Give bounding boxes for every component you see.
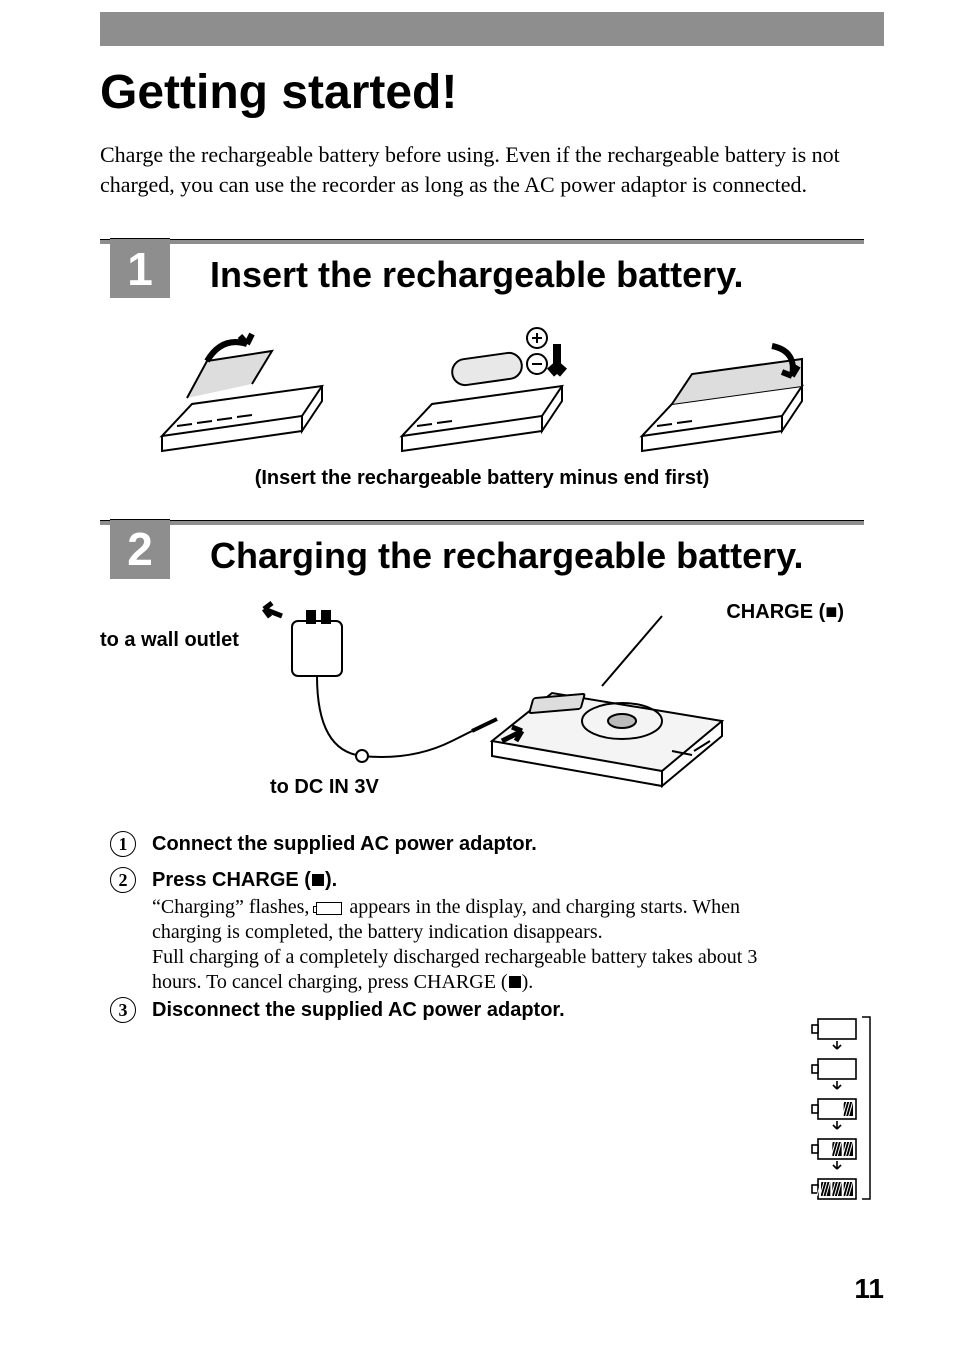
substep-1: 1 Connect the supplied AC power adaptor. [100, 831, 864, 857]
step-rule [100, 520, 864, 525]
substep-num-2: 2 [110, 867, 136, 893]
battery-insert-illustration [132, 311, 832, 461]
substep-2-head: Press CHARGE (). [152, 867, 764, 893]
intro-paragraph: Charge the rechargeable battery before u… [100, 140, 864, 199]
step-1-header: 1 Insert the rechargeable battery. [100, 239, 864, 295]
callout-charge: CHARGE (■) [726, 601, 844, 624]
substep-num-1: 1 [110, 831, 136, 857]
battery-icon [316, 902, 342, 915]
stop-icon [312, 874, 324, 886]
callout-dcin: to DC IN 3V [270, 776, 379, 799]
callout-wall: to a wall outlet [100, 629, 239, 652]
substeps: 1 Connect the supplied AC power adaptor.… [100, 831, 864, 1023]
substep-2-body: “Charging” flashes, appears in the displ… [152, 895, 764, 995]
step-1-title: Insert the rechargeable battery. [210, 254, 864, 295]
step-1-caption: (Insert the rechargeable battery minus e… [100, 467, 864, 490]
step-1: 1 Insert the rechargeable battery. [100, 239, 864, 489]
step-2-figure: to a wall outlet CHARGE (■) to DC IN 3V [100, 591, 864, 811]
step-number-2: 2 [110, 519, 170, 579]
substep-num-3: 3 [110, 997, 136, 1023]
battery-indicator-ladder [810, 1015, 876, 1219]
page-number: 11 [854, 1273, 884, 1305]
step-1-figure: (Insert the rechargeable battery minus e… [100, 311, 864, 490]
substep-1-head: Connect the supplied AC power adaptor. [152, 831, 764, 857]
substep-3: 3 Disconnect the supplied AC power adapt… [100, 997, 864, 1023]
step-number-1: 1 [110, 238, 170, 298]
substep-2: 2 Press CHARGE (). “Charging” flashes, a… [100, 867, 864, 995]
step-rule [100, 239, 864, 244]
step-2-title: Charging the rechargeable battery. [210, 535, 864, 576]
stop-icon [509, 976, 521, 988]
manual-page: Getting started! Charge the rechargeable… [0, 0, 954, 1345]
step-2: 2 Charging the rechargeable battery. to … [100, 520, 864, 1023]
substep-3-head: Disconnect the supplied AC power adaptor… [152, 997, 764, 1023]
step-2-header: 2 Charging the rechargeable battery. [100, 520, 864, 576]
header-bar [100, 12, 884, 46]
